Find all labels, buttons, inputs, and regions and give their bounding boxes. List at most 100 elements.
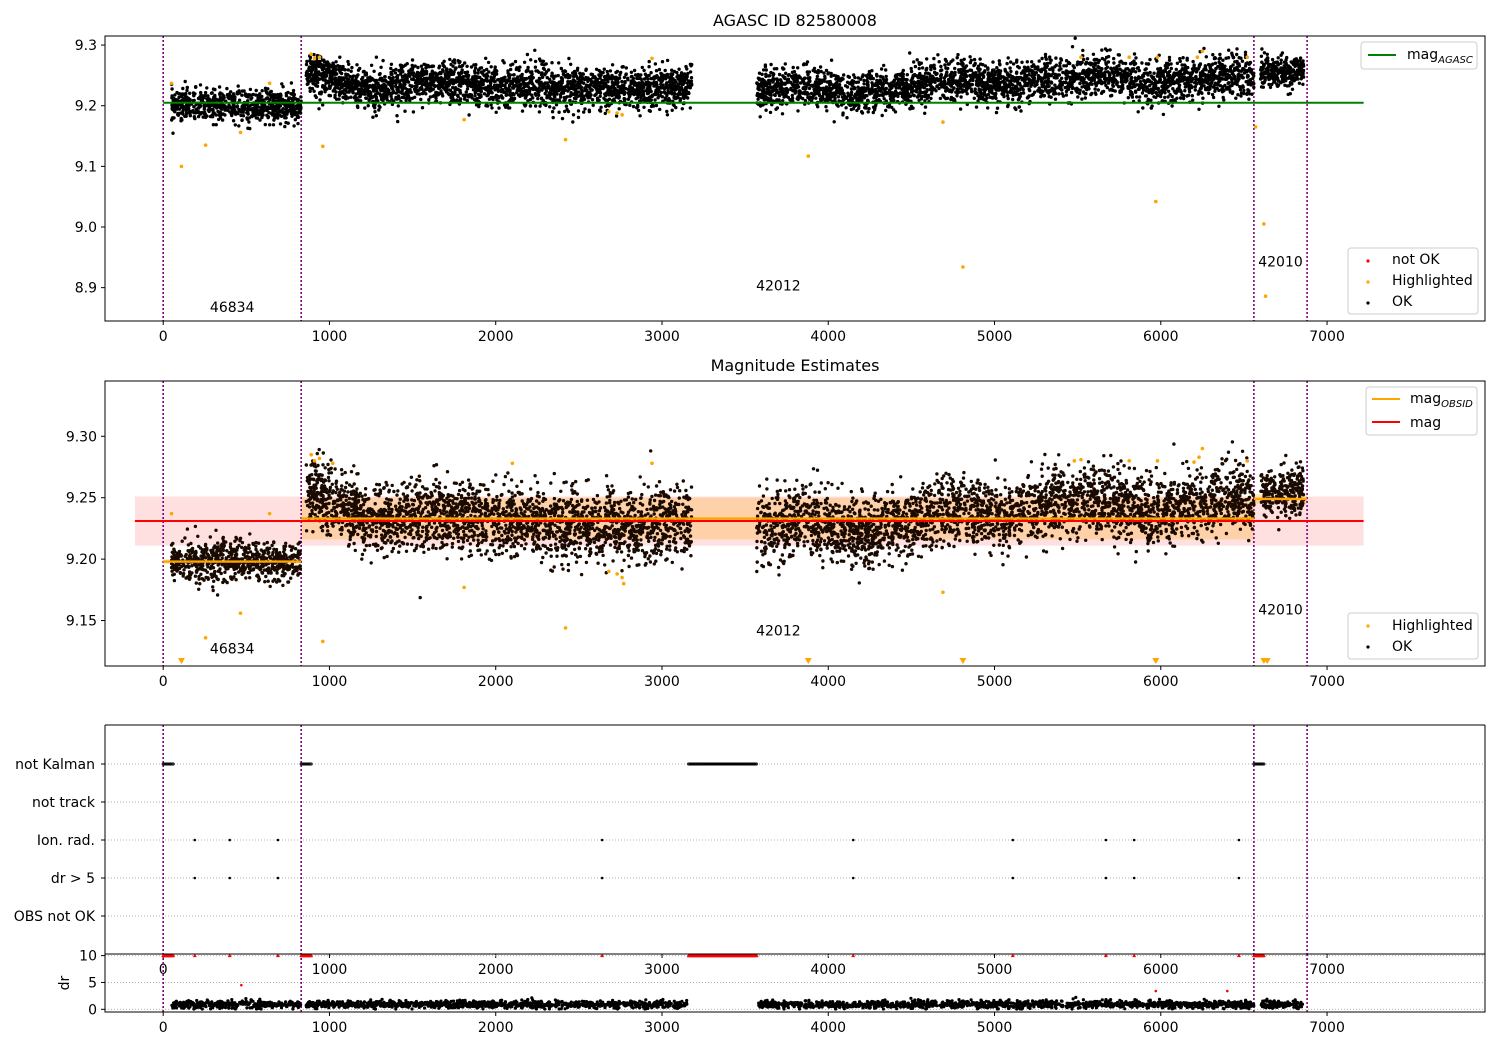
agasc-ok-point	[396, 104, 400, 108]
agasc-ok-point	[251, 92, 255, 97]
agasc-ok-point	[176, 103, 180, 108]
agasc-ok-point	[653, 62, 658, 66]
agasc-ok-point	[791, 74, 796, 78]
agasc-ok-point	[511, 92, 515, 97]
agasc-ok-point	[202, 107, 206, 112]
agasc-ok-point	[319, 92, 323, 96]
agasc-ok-point	[355, 63, 359, 67]
agasc-ok-point	[539, 96, 544, 100]
agasc-ok-point	[272, 118, 276, 122]
agasc-ok-point	[369, 63, 374, 67]
agasc-ok-point	[1148, 57, 1152, 62]
agasc-ok-point	[457, 61, 461, 65]
agasc-ok-point	[223, 108, 227, 112]
agasc-ok-point	[925, 57, 929, 61]
agasc-ok-point	[470, 96, 474, 100]
agasc-ok-point	[497, 106, 501, 110]
agasc-ok-point	[657, 87, 661, 91]
agasc-ok-point	[229, 105, 233, 110]
agasc-ok-point	[938, 96, 943, 101]
agasc-ok-point	[263, 122, 267, 127]
agasc-ok-point	[552, 94, 557, 98]
agasc-ok-point	[991, 60, 995, 64]
agasc-ok-point	[923, 111, 927, 116]
agasc-ok-point	[508, 93, 512, 97]
agasc-ok-point	[496, 89, 500, 93]
agasc-ok-point	[836, 104, 840, 108]
agasc-ok-point	[580, 89, 585, 94]
agasc-ok-point	[491, 97, 495, 102]
agasc-ok-point	[1006, 96, 1010, 101]
agasc-ok-point	[260, 89, 264, 93]
agasc-ok-point	[690, 62, 694, 67]
agasc-ok-point	[1069, 90, 1074, 95]
agasc-ok-point	[213, 93, 217, 98]
agasc-ok-point	[623, 81, 627, 85]
agasc-ok-point	[867, 107, 871, 111]
agasc-ok-point	[610, 75, 614, 80]
agasc-ok-point	[559, 66, 563, 71]
agasc-ok-point	[649, 104, 654, 109]
agasc-ok-point	[1105, 65, 1110, 69]
agasc-ok-point	[835, 80, 839, 85]
agasc-ok-point	[211, 111, 215, 115]
agasc-ok-point	[815, 74, 820, 79]
agasc-ok-point	[680, 107, 684, 111]
agasc-ok-point	[1081, 48, 1085, 53]
agasc-ok-point	[1134, 56, 1138, 60]
agasc-ok-point	[500, 96, 505, 100]
agasc-plot-area	[162, 36, 1364, 321]
agasc-ok-point	[396, 94, 401, 98]
agasc-ok-point	[246, 95, 250, 99]
agasc-ok-point	[621, 65, 625, 69]
agasc-ok-point	[236, 92, 240, 96]
agasc-ok-point	[681, 91, 686, 95]
agasc-ok-point	[293, 118, 297, 122]
agasc-ok-point	[548, 80, 552, 84]
agasc-ok-point	[610, 63, 615, 67]
agasc-ok-point	[1137, 68, 1142, 73]
agasc-ok-point	[192, 105, 196, 109]
agasc-ok-point	[1053, 97, 1058, 101]
agasc-ok-point	[346, 96, 350, 100]
agasc-ok-point	[225, 93, 230, 97]
agasc-ok-point	[486, 93, 490, 97]
agasc-ok-point	[450, 71, 454, 76]
agasc-ok-point	[229, 110, 234, 115]
agasc-ok-point	[1136, 66, 1141, 70]
agasc-ok-point	[909, 66, 913, 71]
agasc-ok-point	[315, 59, 319, 63]
agasc-ok-point	[647, 65, 651, 69]
agasc-ok-point	[410, 67, 415, 72]
agasc-ok-point	[209, 108, 213, 112]
agasc-ok-point	[660, 60, 665, 64]
agasc-ok-point	[181, 109, 185, 113]
agasc-ok-point	[528, 70, 532, 74]
agasc-ok-point	[278, 113, 282, 117]
agasc-ok-point	[619, 70, 623, 75]
agasc-ok-point	[451, 64, 455, 68]
agasc-ok-point	[962, 57, 966, 61]
agasc-ok-point	[551, 115, 555, 120]
agasc-ok-point	[292, 92, 296, 97]
agasc-ok-point	[548, 105, 552, 109]
agasc-ok-point	[1138, 95, 1142, 99]
agasc-ok-point	[517, 80, 521, 84]
agasc-ok-point	[642, 105, 646, 110]
agasc-ok-point	[233, 123, 237, 127]
agasc-ok-point	[452, 92, 457, 97]
agasc-ok-point	[597, 98, 601, 102]
agasc-ok-point	[497, 96, 501, 100]
agasc-ok-point	[225, 86, 229, 91]
agasc-ok-point	[624, 66, 628, 70]
agasc-ok-point	[541, 59, 546, 63]
agasc-ok-point	[796, 109, 800, 113]
agasc-ok-point	[383, 83, 387, 88]
agasc-ok-point	[472, 76, 477, 80]
agasc-ok-point	[214, 123, 218, 127]
agasc-ok-point	[636, 108, 641, 113]
agasc-ok-point	[170, 87, 174, 91]
agasc-ok-point	[1132, 52, 1137, 56]
agasc-ok-point	[322, 58, 326, 62]
